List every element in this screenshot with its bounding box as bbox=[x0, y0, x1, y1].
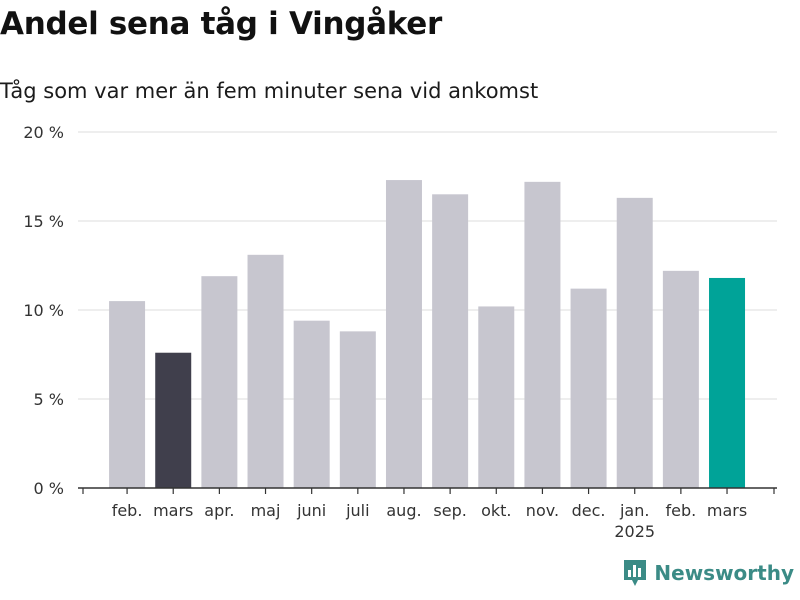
bar bbox=[432, 194, 469, 489]
x-tick-label: juni bbox=[296, 501, 326, 520]
chart-subtitle: Tåg som var mer än fem minuter sena vid … bbox=[0, 79, 539, 103]
y-tick-label: 15 % bbox=[23, 212, 64, 231]
chart-title: Andel sena tåg i Vingåker bbox=[0, 6, 442, 42]
bar bbox=[385, 180, 422, 488]
x-tick-label: apr. bbox=[204, 501, 234, 520]
x-tick-label: mars bbox=[153, 501, 193, 520]
x-tick-label: mars bbox=[707, 501, 747, 520]
brand: Newsworthy bbox=[622, 558, 794, 588]
x-tick-label: feb. bbox=[112, 501, 143, 520]
bar bbox=[155, 352, 192, 488]
x-tick-label: feb. bbox=[666, 501, 697, 520]
bar bbox=[247, 254, 284, 488]
x-tick-label: aug. bbox=[386, 501, 421, 520]
y-tick-label: 10 % bbox=[23, 301, 64, 320]
y-tick-label: 0 % bbox=[34, 479, 64, 498]
x-tick-label: dec. bbox=[572, 501, 606, 520]
bar bbox=[201, 276, 238, 488]
bar bbox=[570, 288, 607, 488]
x-tick-label: jan. bbox=[619, 501, 649, 520]
bar bbox=[293, 320, 330, 488]
bar bbox=[709, 277, 746, 488]
bar bbox=[339, 331, 376, 488]
brand-name: Newsworthy bbox=[654, 561, 794, 585]
x-tick-year-label: 2025 bbox=[614, 522, 655, 541]
x-tick-label: sep. bbox=[433, 501, 466, 520]
bar bbox=[616, 197, 653, 489]
y-tick-label: 20 % bbox=[23, 123, 64, 142]
x-tick-label: nov. bbox=[526, 501, 559, 520]
x-tick-label: okt. bbox=[481, 501, 511, 520]
bar-chart-badge-icon bbox=[624, 560, 647, 586]
x-tick-label: juli bbox=[345, 501, 369, 520]
bar bbox=[478, 306, 515, 488]
bar bbox=[109, 301, 146, 488]
bar bbox=[662, 270, 699, 488]
x-tick-label: maj bbox=[251, 501, 281, 520]
bar bbox=[524, 181, 561, 488]
y-tick-label: 5 % bbox=[34, 390, 64, 409]
